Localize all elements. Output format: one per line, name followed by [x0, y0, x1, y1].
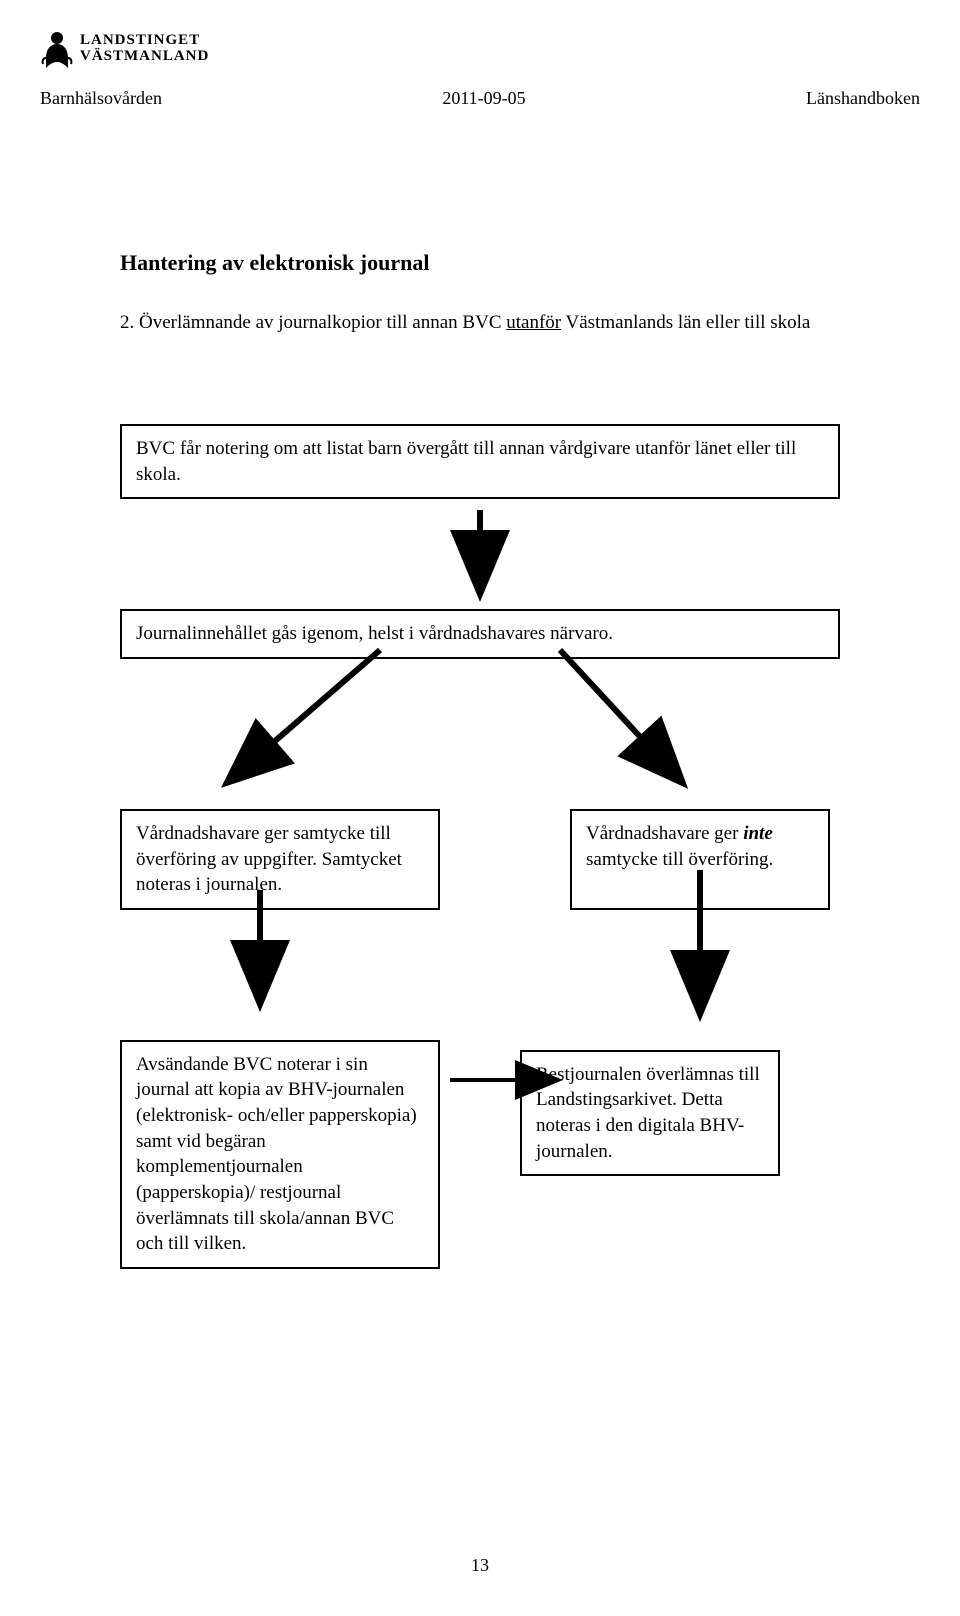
flow-box-1: BVC får notering om att listat barn över… — [120, 424, 840, 499]
logo: LANDSTINGET VÄSTMANLAND — [40, 28, 209, 70]
subtitle-underlined: utanför — [506, 312, 561, 333]
logo-line2: VÄSTMANLAND — [80, 49, 209, 65]
flow-row-bottom: Avsändande BVC noterar i sin journal att… — [120, 1040, 840, 1269]
section-subtitle: 2. Överlämnande av journalkopior till an… — [120, 312, 840, 334]
header-right: Länshandboken — [806, 88, 920, 109]
flow-box-3-text: Vårdnadshavare ger samtycke till överför… — [136, 823, 402, 895]
logo-text: LANDSTINGET VÄSTMANLAND — [80, 33, 209, 65]
flow-box-2: Journalinnehållet gås igenom, helst i vå… — [120, 609, 840, 659]
flow-box-3: Vårdnadshavare ger samtycke till överför… — [120, 809, 440, 910]
flow-box-4-prefix: Vårdnadshavare ger — [586, 823, 743, 844]
flow-box-4-italic: inte — [743, 823, 773, 844]
flow-box-5-text: Avsändande BVC noterar i sin journal att… — [136, 1054, 417, 1254]
page-title: Hantering av elektronisk journal — [120, 250, 840, 276]
header-center: 2011-09-05 — [442, 88, 525, 109]
flow-box-6: Restjournalen överlämnas till Landstings… — [520, 1050, 780, 1177]
header-logo-row: LANDSTINGET VÄSTMANLAND — [40, 28, 920, 70]
subtitle-suffix: Västmanlands län eller till skola — [561, 312, 810, 333]
flow-box-6-text: Restjournalen överlämnas till Landstings… — [536, 1064, 760, 1162]
flow-box-5: Avsändande BVC noterar i sin journal att… — [120, 1040, 440, 1269]
main-content: Hantering av elektronisk journal 2. Över… — [120, 250, 840, 1269]
page-number: 13 — [0, 1555, 960, 1576]
subtitle-prefix: 2. Överlämnande av journalkopior till an… — [120, 312, 506, 333]
flow-box-4-suffix: samtycke till överföring. — [586, 849, 773, 870]
logo-line1: LANDSTINGET — [80, 33, 209, 49]
flow-box-1-text: BVC får notering om att listat barn över… — [136, 438, 796, 485]
header-info-row: Barnhälsovården 2011-09-05 Länshandboken — [40, 88, 920, 109]
logo-icon — [40, 28, 74, 70]
header-left: Barnhälsovården — [40, 88, 162, 109]
flow-row-branch: Vårdnadshavare ger samtycke till överför… — [120, 809, 840, 910]
flow-box-4: Vårdnadshavare ger inte samtycke till öv… — [570, 809, 830, 910]
flow-box-2-text: Journalinnehållet gås igenom, helst i vå… — [136, 623, 613, 644]
